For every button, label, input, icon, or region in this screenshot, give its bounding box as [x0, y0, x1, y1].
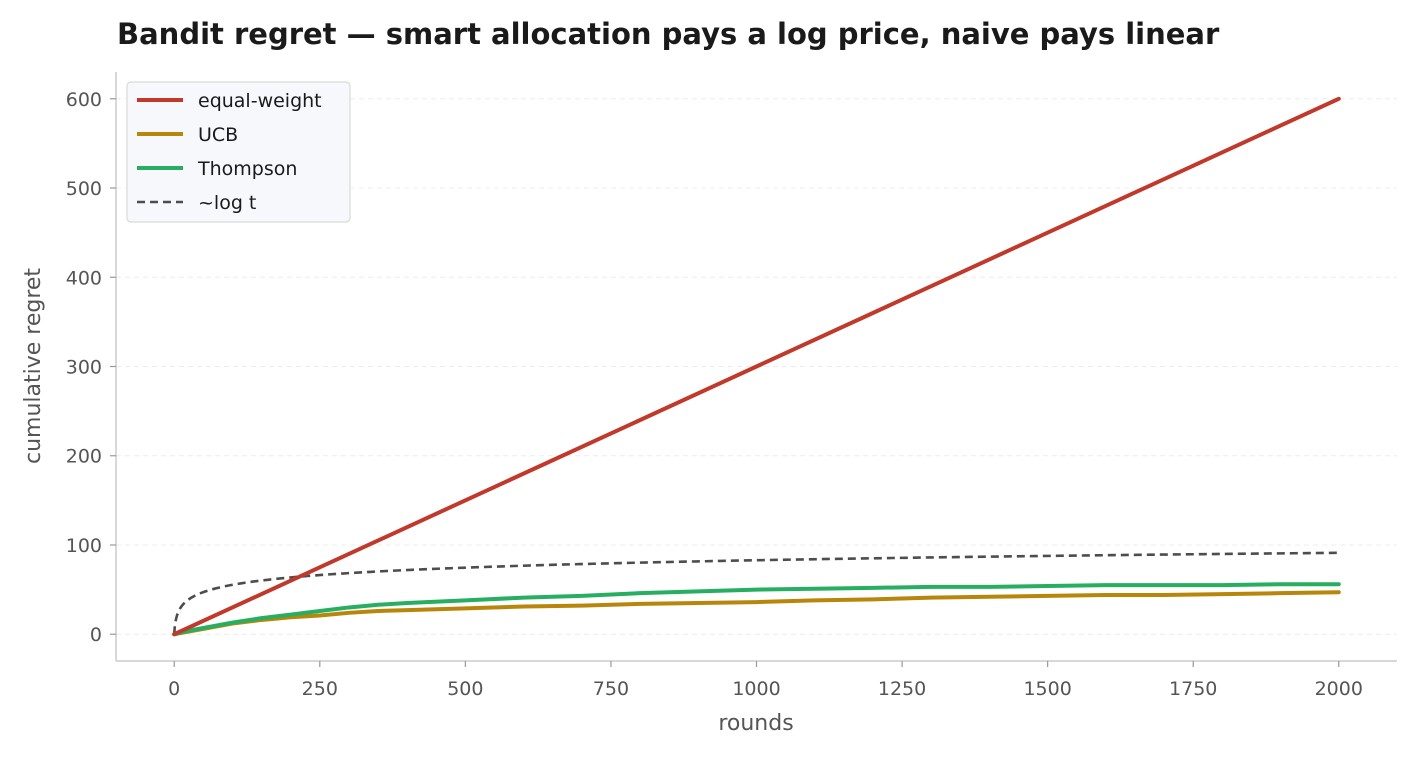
- x-tick-label: 0: [168, 678, 180, 700]
- y-tick-label: 0: [90, 624, 102, 646]
- chart-title: Bandit regret — smart allocation pays a …: [117, 17, 1220, 51]
- y-axis-label: cumulative regret: [21, 268, 46, 464]
- legend: equal-weight UCB Thompson ~log t: [126, 81, 351, 223]
- x-tick-label: 1750: [1169, 678, 1217, 700]
- x-axis-label: rounds: [718, 711, 793, 736]
- series-line-thompson: [172, 582, 1341, 637]
- legend-label: Thompson: [197, 158, 297, 180]
- x-tick-label: 1500: [1023, 678, 1071, 700]
- x-tick-label: 250: [302, 678, 338, 700]
- x-tick-label: 750: [593, 678, 629, 700]
- x-tick-label: 2000: [1315, 678, 1363, 700]
- y-tick-label: 100: [66, 535, 102, 557]
- legend-box: [126, 81, 351, 223]
- series-line-log-t: [172, 551, 1339, 635]
- series-line-equal-weight: [172, 96, 1341, 637]
- series-lines: [172, 96, 1341, 637]
- x-tick-label: 500: [447, 678, 483, 700]
- y-tick-label: 300: [66, 357, 102, 379]
- y-tick-label: 600: [66, 89, 102, 111]
- y-tick-label: 200: [66, 446, 102, 468]
- x-tick-label: 1000: [732, 678, 780, 700]
- y-tick-label: 400: [66, 267, 102, 289]
- x-axis-ticks: 0 250 500 750 1000 1250 1500 1750 2000: [168, 661, 1363, 700]
- legend-label: ~log t: [198, 192, 256, 214]
- x-tick-label: 1250: [878, 678, 926, 700]
- legend-label: equal-weight: [198, 90, 322, 112]
- y-axis-ticks: 0 100 200 300 400 500 600: [66, 89, 116, 646]
- y-tick-label: 500: [66, 178, 102, 200]
- legend-label: UCB: [198, 124, 238, 146]
- series-line-ucb: [172, 590, 1341, 637]
